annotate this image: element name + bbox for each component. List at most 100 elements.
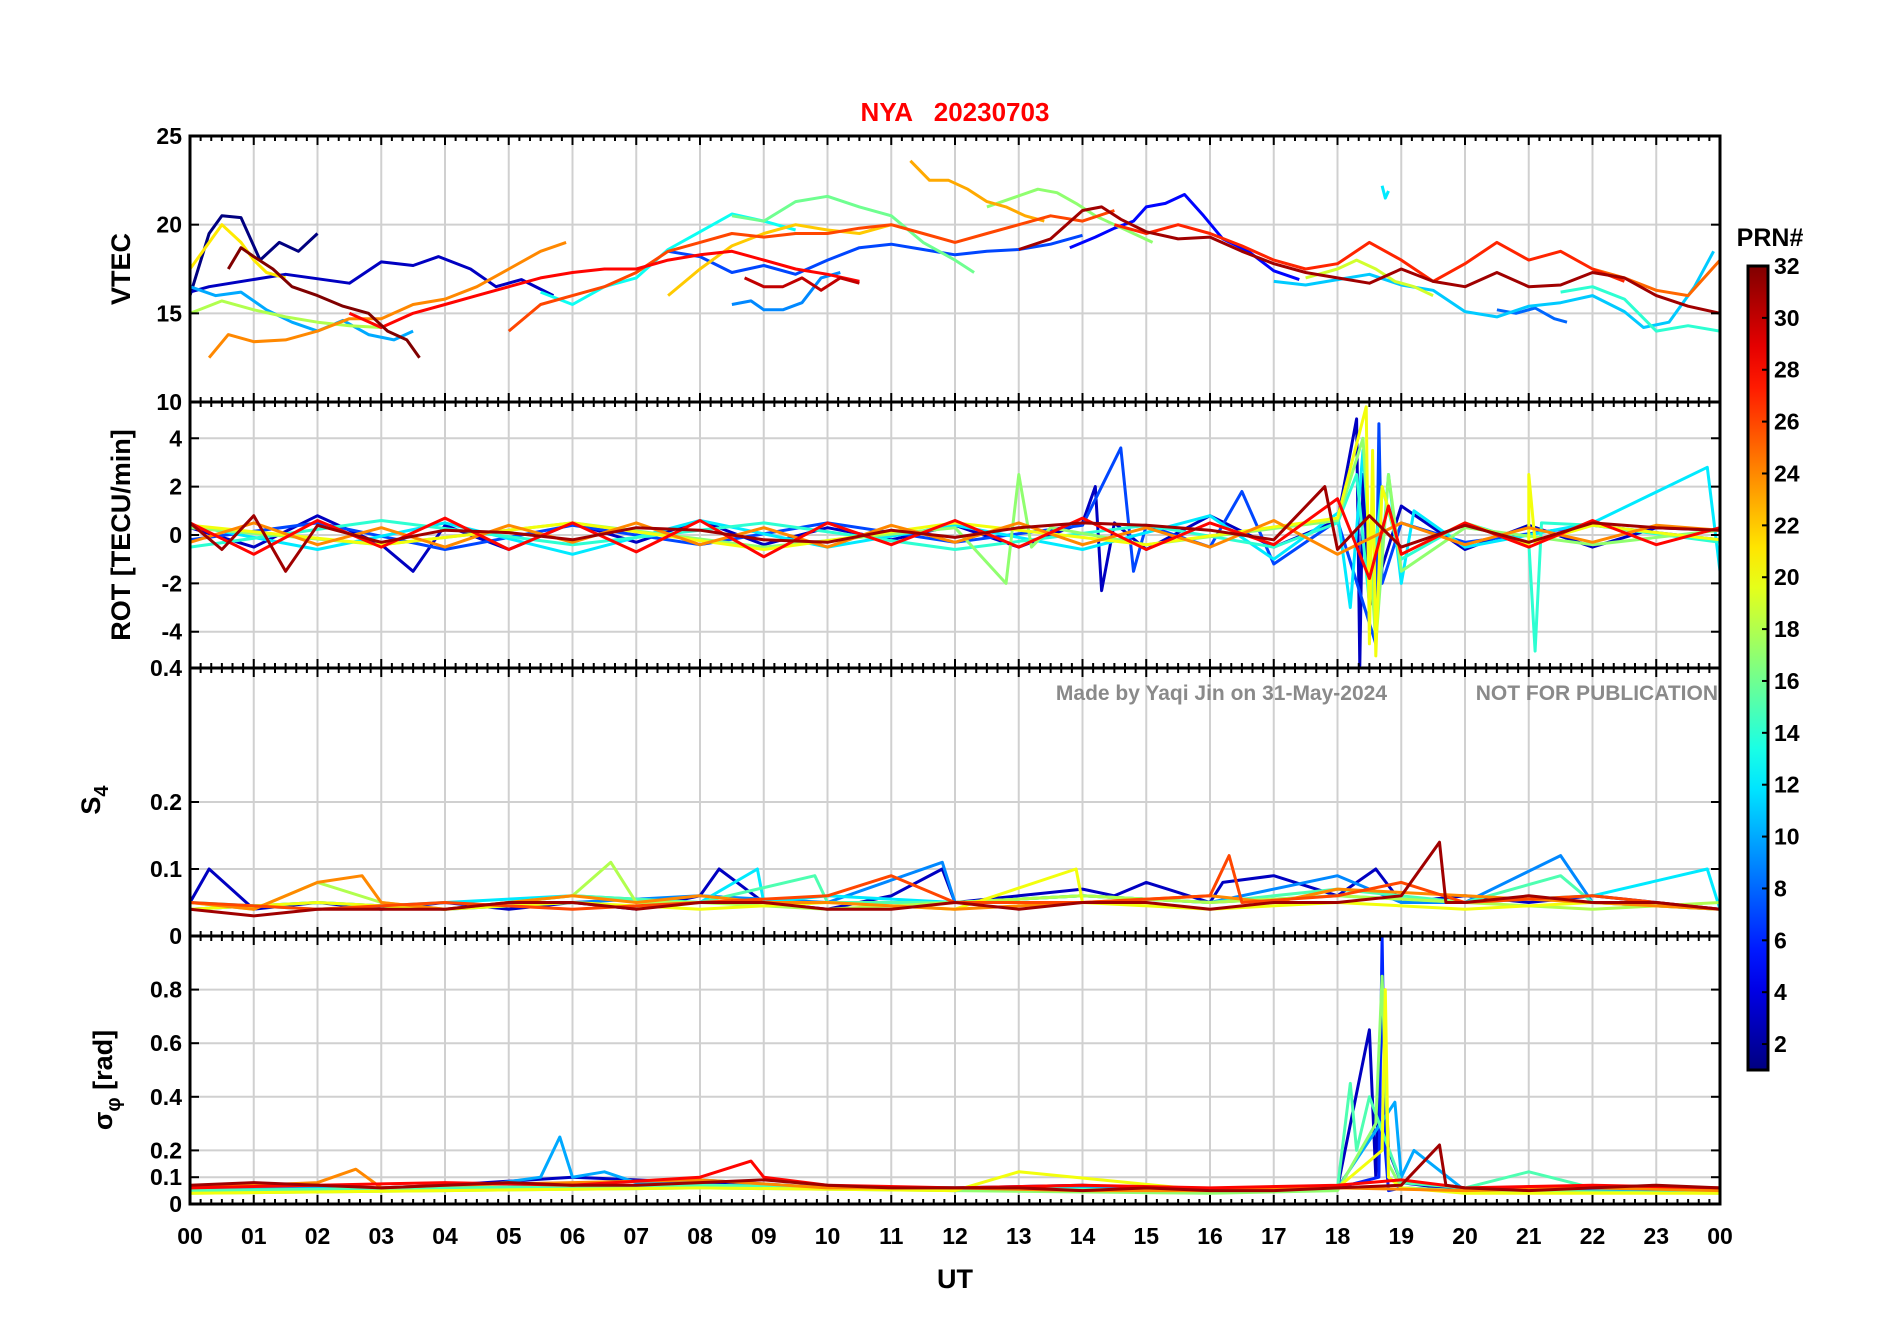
series-line-prn-16: [731, 194, 975, 274]
colorbar-tick-label: 22: [1774, 512, 1800, 538]
series-line-prn-24: [207, 240, 567, 359]
x-tick-label: 16: [1197, 1223, 1223, 1249]
series-line-prn-1: [190, 214, 319, 297]
series-line-prn-32: [227, 246, 421, 359]
series-group: [190, 159, 1720, 359]
y-tick-label: 0.1: [150, 856, 182, 882]
y-tick-label: 0.2: [150, 789, 182, 815]
x-tick-label: 13: [1006, 1223, 1032, 1249]
x-tick-label: 18: [1325, 1223, 1351, 1249]
series-line-prn-3: [190, 417, 1720, 668]
x-tick-label: 04: [432, 1223, 458, 1249]
x-tick-label: 19: [1388, 1223, 1414, 1249]
panel-sigma: 00.10.2 0.4 0.6 0.8 σφ [rad]: [88, 934, 1722, 1217]
x-tick-label: 01: [241, 1223, 267, 1249]
colorbar-tick-label: 12: [1774, 772, 1800, 798]
x-tick-label: 00: [1707, 1223, 1733, 1249]
y-tick-label: 0.4: [150, 1084, 182, 1110]
series-line-prn-23: [909, 159, 1045, 223]
x-tick-label: 06: [560, 1223, 586, 1249]
watermark-notice: NOT FOR PUBLICATION: [1476, 682, 1718, 705]
panel-rot: -4 -2 0 2 4 ROT [TECU/min]: [106, 400, 1722, 670]
series-line-prn-11: [1273, 250, 1715, 329]
colorbar-tick-label: 10: [1774, 824, 1800, 850]
series-line-prn-18: [190, 299, 382, 329]
series-line-prn-24: [190, 874, 1720, 911]
series-line-prn-30: [743, 276, 860, 292]
x-tick-label: 14: [1070, 1223, 1096, 1249]
x-tick-label: 23: [1643, 1223, 1669, 1249]
series-line-prn-14: [1560, 285, 1720, 333]
colorbar-tick-label: 30: [1774, 305, 1800, 331]
x-tick-label: 07: [623, 1223, 649, 1249]
series-line-prn-31: [190, 1143, 1720, 1193]
y-tick-label: 20: [156, 212, 182, 238]
series-line-prn-18: [190, 860, 1720, 911]
series-line-prn-24: [190, 519, 1720, 556]
x-tick-label: 05: [496, 1223, 522, 1249]
colorbar-tick-label: 32: [1774, 253, 1800, 279]
x-tick-label: 22: [1580, 1223, 1606, 1249]
panel-s4: 0 0.1 0.2 0.4 S4: [76, 655, 1722, 949]
y-tick-label: 0.4: [150, 655, 182, 681]
series-line-prn-9: [731, 271, 841, 312]
y-tick-label: 25: [156, 123, 182, 149]
x-tick-label: 10: [815, 1223, 841, 1249]
y-tick-label: 0.6: [150, 1030, 182, 1056]
colorbar-tick-label: 20: [1774, 564, 1800, 590]
y-tick-label: 0.1: [150, 1164, 182, 1190]
series-line-prn-27: [1114, 223, 1625, 283]
series-group: [190, 405, 1720, 668]
colorbar-tick-label: 6: [1774, 927, 1787, 953]
series-line-prn-10: [190, 285, 414, 342]
series-line-prn-24: [190, 1167, 1720, 1193]
y-axis-label-s4: S4: [76, 785, 113, 815]
x-tick-label: 03: [368, 1223, 394, 1249]
colorbar-tick-label: 14: [1774, 720, 1800, 746]
colorbar-tick-label: 18: [1774, 616, 1800, 642]
series-line-prn-31: [190, 840, 1720, 918]
series-line-prn-17: [190, 436, 1720, 646]
x-tick-label: 17: [1261, 1223, 1287, 1249]
y-tick-label: 0.2: [150, 1137, 182, 1163]
series-line-prn-14: [190, 473, 1720, 653]
x-tick-label: 15: [1133, 1223, 1159, 1249]
x-axis-label: UT: [937, 1264, 973, 1294]
series-line-prn-28: [348, 249, 860, 329]
series-line-prn-22: [667, 223, 892, 297]
y-tick-label: 10: [156, 389, 182, 415]
series-line-prn-8: [1496, 306, 1568, 324]
y-tick-label: 15: [156, 300, 182, 326]
colorbar-tick-label: 24: [1774, 460, 1800, 486]
x-tick-label: 20: [1452, 1223, 1478, 1249]
y-tick-label: 0: [169, 923, 182, 949]
series-group: [190, 936, 1720, 1195]
series-line-prn-31: [190, 485, 1720, 573]
series-line-prn-31: [1018, 205, 1720, 315]
y-tick-label: 0: [169, 1191, 182, 1217]
x-tick-label: 08: [687, 1223, 713, 1249]
y-tick-label: -4: [162, 619, 183, 645]
watermark-author: Made by Yaqi Jin on 31-May-2024: [1056, 682, 1387, 705]
panel-vtec: 10 15 20 25 VTEC: [106, 123, 1722, 415]
y-tick-label: 0.8: [150, 977, 182, 1003]
colorbar-tick-label: 16: [1774, 668, 1800, 694]
y-axis-label-vtec: VTEC: [106, 233, 136, 305]
chart-title: NYA 20230703: [861, 97, 1050, 127]
series-line-prn-20: [190, 405, 1720, 658]
colorbar-tick-label: 8: [1774, 875, 1787, 901]
x-tick-label: 00: [177, 1223, 203, 1249]
y-axis-label-sigma: σφ [rad]: [88, 1030, 125, 1130]
series-line-prn-17: [986, 187, 1154, 244]
y-axis-label-rot: ROT [TECU/min]: [106, 429, 136, 640]
y-tick-label: 2: [169, 474, 182, 500]
series-line-prn-7: [667, 233, 1083, 276]
x-tick-label: 21: [1516, 1223, 1542, 1249]
colorbar-tick-label: 2: [1774, 1031, 1787, 1057]
x-tick-label: 11: [879, 1223, 904, 1249]
series-line-prn-12: [1380, 185, 1390, 200]
series-line-prn-3: [190, 255, 555, 297]
series-line-prn-15: [190, 1081, 1720, 1193]
